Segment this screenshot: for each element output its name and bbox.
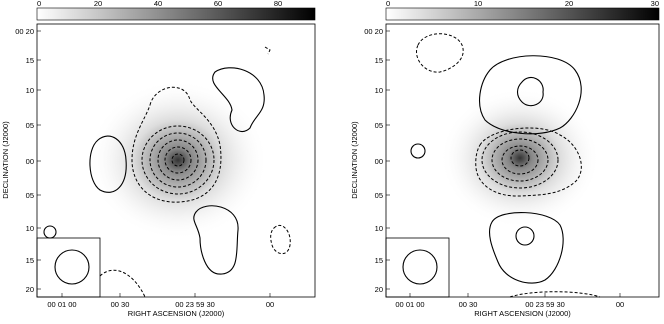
y-tick-label: 05 (375, 121, 383, 130)
plot-frame (385, 23, 660, 298)
y-tick-label: 20 (375, 285, 383, 294)
y-tick-label: 15 (375, 56, 383, 65)
colorbar-tick-label: 0 (386, 0, 390, 8)
y-tick-label: 10 (375, 86, 383, 95)
y-tick-label: 10 (26, 86, 34, 95)
colorbar-tick-label: 40 (154, 0, 162, 8)
y-tick-label: 05 (26, 191, 34, 200)
x-tick-label: 00 01 00 (395, 300, 424, 309)
colorbar-tick-label: 20 (94, 0, 102, 8)
y-tick-label: 15 (26, 256, 34, 265)
contours (385, 33, 601, 298)
x-tick-label: 00 01 00 (47, 300, 76, 309)
y-tick-label: 05 (26, 121, 34, 130)
x-tick-label: 00 (266, 300, 274, 309)
y-tick-label: 05 (375, 191, 383, 200)
y-tick-label: 10 (26, 224, 34, 233)
colorbar-tick-label: 10 (474, 0, 482, 8)
colorbar-tick-label: 0 (37, 0, 41, 8)
x-axis-title: RIGHT ASCENSION (J2000) (128, 309, 225, 318)
colorbar-tick-label: 30 (651, 0, 659, 8)
emission (88, 80, 268, 240)
colorbar (385, 7, 660, 21)
x-tick-label: 00 23 59 30 (175, 300, 215, 309)
y-tick-label: 15 (375, 256, 383, 265)
y-axis-title: DECLINATION (J2000) (1, 121, 10, 199)
y-tick-label: 00 20 (364, 27, 383, 36)
y-tick-label: 00 20 (15, 27, 34, 36)
colorbar-tick-label: 60 (214, 0, 222, 8)
y-tick-label: 10 (375, 224, 383, 233)
y-tick-label: 00 (26, 157, 34, 166)
colorbar (36, 7, 316, 21)
colorbar-tick-label: 20 (565, 0, 573, 8)
x-axis-title: RIGHT ASCENSION (J2000) (474, 309, 571, 318)
y-tick-label: 00 (375, 157, 383, 166)
x-tick-label: 00 (616, 300, 624, 309)
x-tick-label: 00 23 59 30 (525, 300, 565, 309)
contours (36, 46, 291, 298)
y-tick-label: 20 (26, 285, 34, 294)
x-tick-label: 00 30 (111, 300, 130, 309)
y-tick-label: 15 (26, 56, 34, 65)
colorbar-tick-label: 80 (274, 0, 282, 8)
emission (440, 88, 600, 228)
x-tick-label: 00 30 (459, 300, 478, 309)
y-axis-title: DECLINATION (J2000) (350, 121, 359, 199)
plot-frame (36, 23, 316, 298)
